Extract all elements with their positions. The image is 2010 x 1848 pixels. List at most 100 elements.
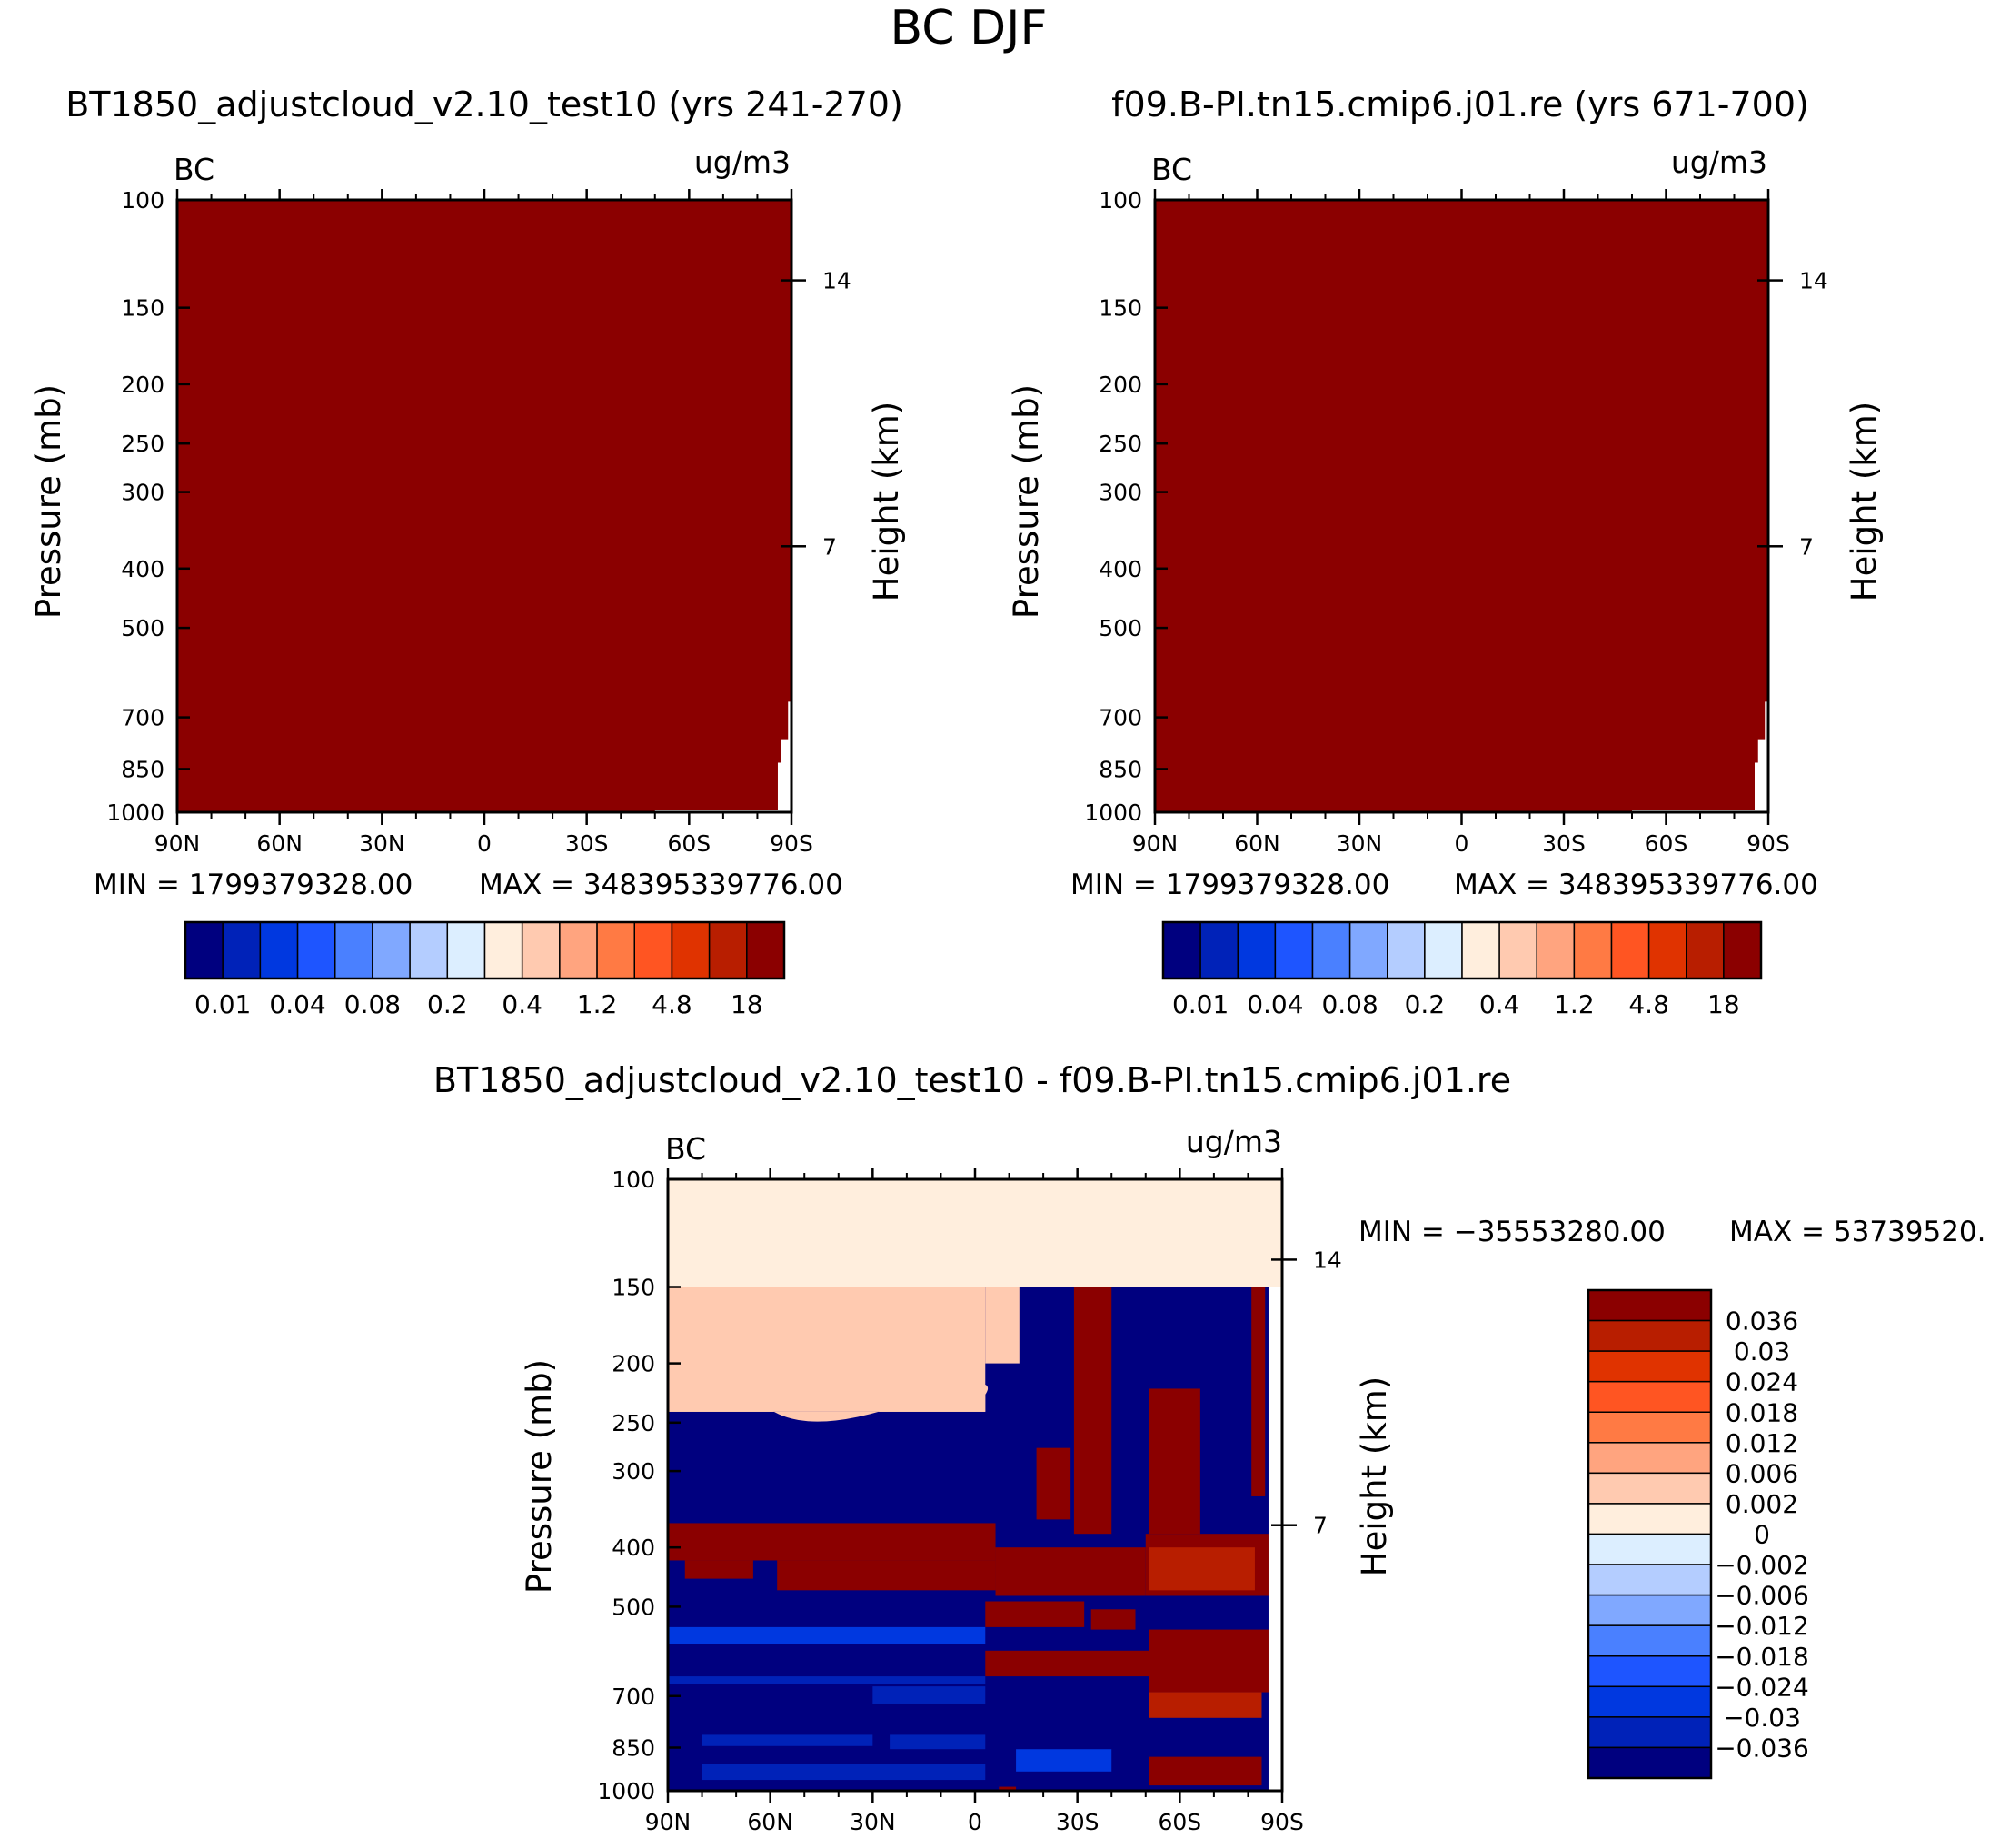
contour-region <box>1149 1388 1200 1535</box>
y-tick-label: 1000 <box>597 1778 655 1804</box>
y-tick-label: 150 <box>612 1275 655 1301</box>
colorbar-label: 4.8 <box>1628 989 1669 1019</box>
x-tick-label: 30N <box>359 830 405 857</box>
y-tick-label: 500 <box>121 615 164 641</box>
panel-min: MIN = 1799379328.00 <box>94 869 413 901</box>
colorbar-swatch <box>259 921 299 979</box>
x-tick-label: 30S <box>1542 830 1586 857</box>
colorbar-label: 18 <box>731 989 763 1019</box>
y-tick-label: 700 <box>612 1684 655 1710</box>
contour-region <box>684 1560 753 1579</box>
panel-ylabel: Pressure (mb) <box>520 1359 559 1594</box>
colorbar-swatch <box>1587 1442 1712 1475</box>
contour-region-peach <box>668 1287 986 1412</box>
colorbar-label: 0.036 <box>1726 1307 1798 1336</box>
colorbar-swatch <box>296 921 336 979</box>
contour-region <box>985 1650 1153 1677</box>
y-tick-label: 200 <box>121 372 164 398</box>
x-tick-label: 0 <box>1455 830 1469 857</box>
contour-region <box>777 1560 996 1591</box>
colorbar-label: −0.03 <box>1723 1703 1801 1733</box>
contour-region <box>702 1764 986 1781</box>
contour-fill-main <box>177 200 791 812</box>
y-tick-label: 300 <box>121 480 164 506</box>
topography-mask <box>654 701 791 812</box>
x-tick-label: 0 <box>968 1809 982 1835</box>
colorbar-swatch <box>1587 1685 1712 1718</box>
y-tick-label: 300 <box>1099 480 1142 506</box>
colorbar-label: 0.2 <box>1405 989 1446 1019</box>
colorbar-swatch <box>1587 1350 1712 1383</box>
contour-region-red-band <box>668 1523 996 1561</box>
contour-region-orange <box>1149 1547 1255 1591</box>
x-tick-label: 30N <box>850 1809 896 1835</box>
colorbar-label: −0.036 <box>1715 1733 1809 1763</box>
x-tick-label: 90S <box>1746 830 1790 857</box>
y-tick-label: 1000 <box>106 800 164 826</box>
colorbar-swatch <box>1587 1380 1712 1413</box>
colorbar-label: 0.08 <box>344 989 401 1019</box>
colorbar-swatch <box>1587 1289 1712 1322</box>
colorbar-swatch <box>1162 921 1201 979</box>
colorbar-swatch <box>1587 1533 1712 1565</box>
colorbar-frame <box>1587 1288 1713 1780</box>
colorbar-label: −0.024 <box>1715 1672 1809 1702</box>
colorbar-swatch <box>372 921 411 979</box>
contour-region <box>1016 1749 1112 1772</box>
colorbar-swatch <box>1348 921 1388 979</box>
colorbar-swatch <box>1587 1655 1712 1688</box>
colorbar-label: 18 <box>1707 989 1740 1019</box>
x-tick-label: 60S <box>1645 830 1688 857</box>
y-tick-label: 400 <box>1099 556 1142 582</box>
y-tick-label: 100 <box>612 1167 655 1193</box>
panel-subtitle: BT1850_adjustcloud_v2.10_test10 - f09.B-… <box>433 1060 1511 1100</box>
y-tick-label: 850 <box>121 756 164 782</box>
colorbar-swatch <box>1723 921 1762 979</box>
panel-y2label: Height (km) <box>867 402 906 601</box>
y-tick-label: 700 <box>121 705 164 731</box>
y-tick-label: 200 <box>612 1351 655 1377</box>
y-tick-label: 300 <box>612 1458 655 1485</box>
y2-tick-label: 7 <box>822 533 837 560</box>
colorbar-label: 4.8 <box>652 989 692 1019</box>
colorbar-swatch <box>1587 1472 1712 1505</box>
y-tick-label: 400 <box>121 556 164 582</box>
colorbar-label: −0.006 <box>1715 1581 1809 1611</box>
panel-max: MAX = 348395339776.00 <box>479 869 843 901</box>
x-tick-label: 30N <box>1337 830 1383 857</box>
colorbar-swatch <box>559 921 598 979</box>
panel-y2label: Height (km) <box>1355 1376 1394 1576</box>
contour-region-blue-band <box>668 1626 986 1644</box>
colorbar-label: 0.01 <box>1172 989 1229 1019</box>
colorbar-swatch <box>222 921 262 979</box>
contour-region <box>702 1734 873 1746</box>
colorbar-swatch <box>1587 1746 1712 1779</box>
contour-region <box>1251 1287 1266 1496</box>
colorbar-swatch <box>483 921 523 979</box>
topography-mask <box>1632 701 1768 812</box>
panel-control: f09.B-PI.tn15.cmip6.j01.re (yrs 671-700)… <box>1007 84 1884 1019</box>
colorbar-label: 0.04 <box>1247 989 1303 1019</box>
contour-region <box>1036 1447 1071 1520</box>
colorbar-swatch <box>1536 921 1576 979</box>
colorbar-swatch <box>1587 1564 1712 1596</box>
colorbar-swatch <box>1461 921 1500 979</box>
y2-tick-label: 14 <box>1313 1247 1342 1273</box>
colorbar-label: 0.4 <box>502 989 542 1019</box>
y-tick-label: 100 <box>1099 187 1142 214</box>
y-tick-label: 100 <box>121 187 164 214</box>
colorbar-frame <box>1161 920 1763 980</box>
contour-region <box>1073 1287 1112 1535</box>
panel-units-label: ug/m3 <box>1186 1124 1282 1159</box>
colorbar-swatch <box>1587 1624 1712 1657</box>
colorbar-swatch <box>1587 1411 1712 1444</box>
colorbar-label: −0.018 <box>1715 1642 1809 1672</box>
contour-region <box>1090 1609 1136 1630</box>
colorbar-swatch <box>1274 921 1314 979</box>
colorbar-label: 0.4 <box>1479 989 1520 1019</box>
x-tick-label: 90N <box>645 1809 692 1835</box>
contour-region <box>872 1686 986 1704</box>
topography-mask <box>1268 1287 1282 1791</box>
colorbar-swatch <box>1610 921 1650 979</box>
colorbar-label: 0.006 <box>1726 1458 1798 1488</box>
